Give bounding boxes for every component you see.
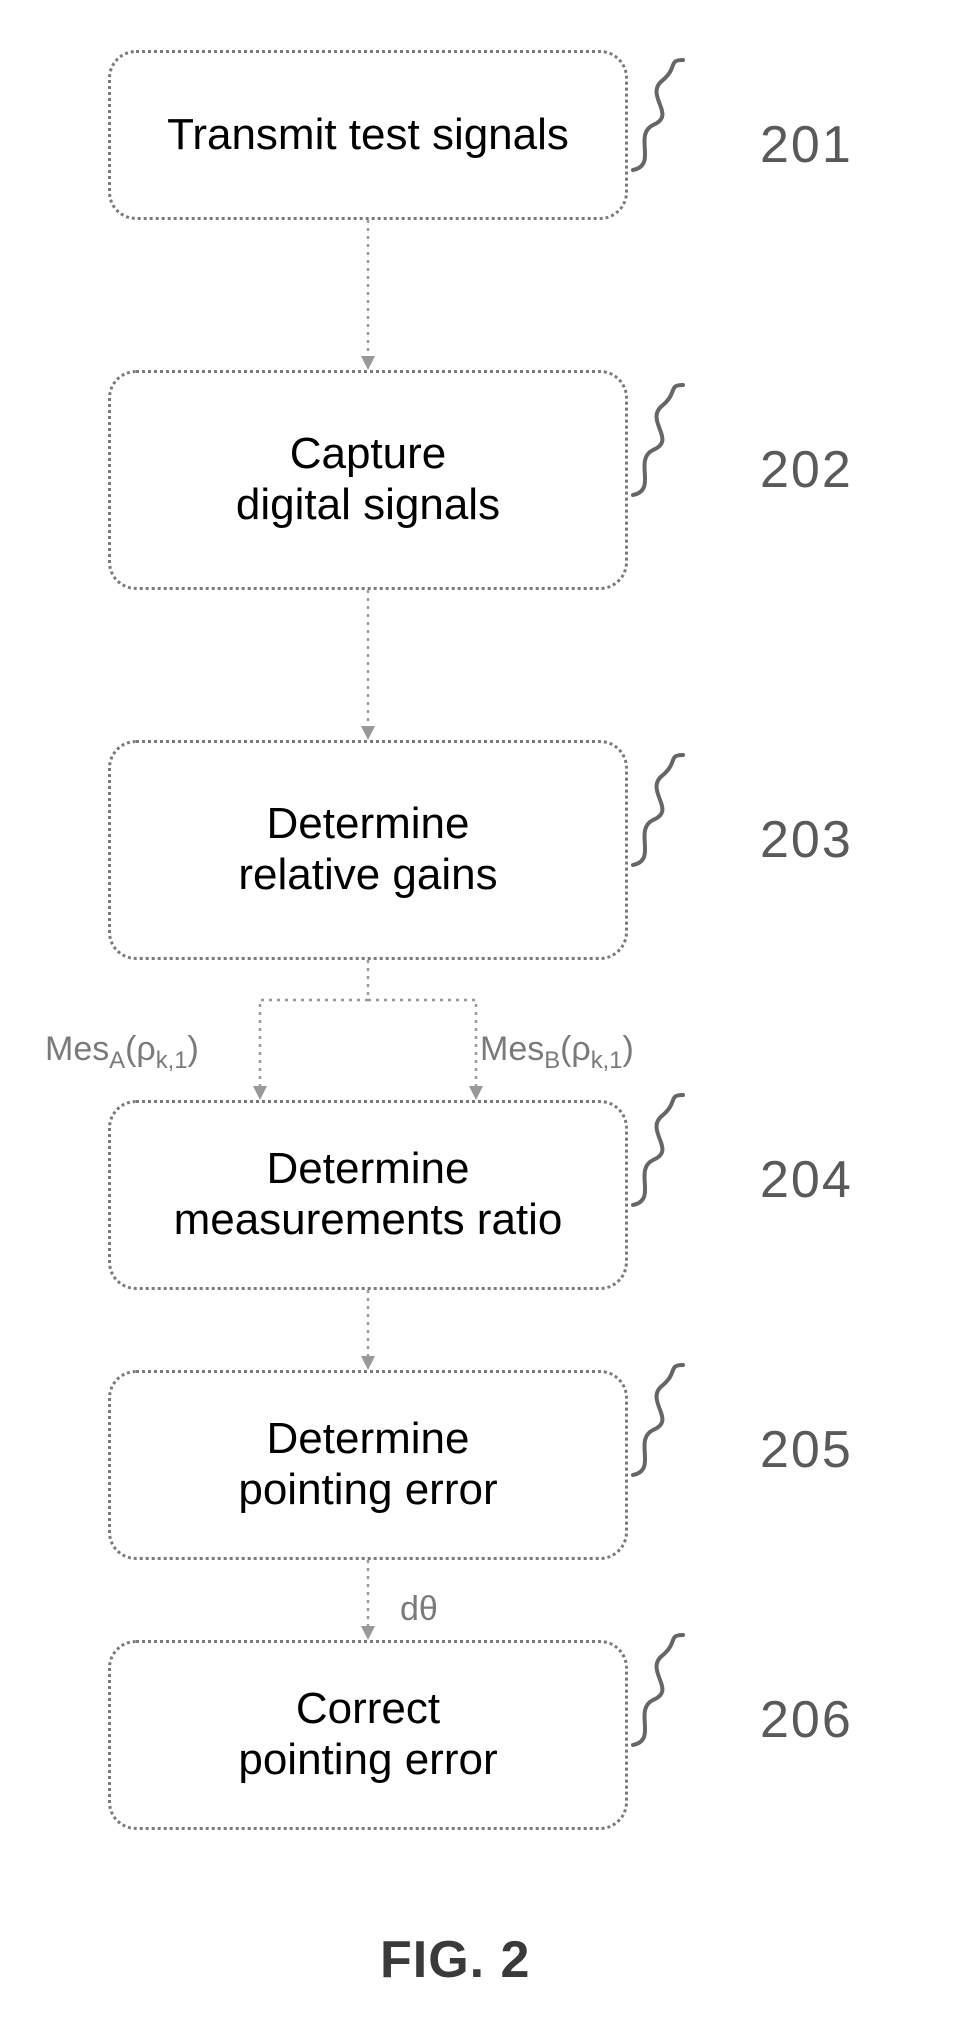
edge-annotation: MesA(ρk,1) <box>45 1030 199 1075</box>
ref-squiggle <box>623 1090 693 1210</box>
flow-arrow <box>348 1560 388 1642</box>
edge-annotation: dθ <box>400 1590 438 1629</box>
ref-number: 201 <box>760 115 853 175</box>
flow-node: Transmit test signals <box>108 50 628 220</box>
flow-node: Determinemeasurements ratio <box>108 1100 628 1290</box>
ref-number: 204 <box>760 1150 853 1210</box>
ref-number: 202 <box>760 440 853 500</box>
ref-number: 203 <box>760 810 853 870</box>
ref-number: 205 <box>760 1420 853 1480</box>
flow-node-label: Determinepointing error <box>238 1414 497 1515</box>
ref-number: 206 <box>760 1690 853 1750</box>
ref-squiggle <box>623 750 693 870</box>
flow-node: Capturedigital signals <box>108 370 628 590</box>
flow-node: Correctpointing error <box>108 1640 628 1830</box>
flowchart-canvas: Transmit test signals 201 Capturedigital s… <box>0 0 974 2029</box>
flow-arrow <box>348 590 388 742</box>
edge-annotation: MesB(ρk,1) <box>480 1030 634 1075</box>
flow-arrow <box>348 1290 388 1372</box>
flow-node-label: Transmit test signals <box>167 110 569 161</box>
flow-arrow <box>348 220 388 372</box>
ref-squiggle <box>623 1630 693 1750</box>
flow-node-label: Determinemeasurements ratio <box>174 1144 563 1245</box>
flow-arrow <box>240 960 496 1102</box>
ref-squiggle <box>623 1360 693 1480</box>
ref-squiggle <box>623 55 693 175</box>
flow-node: Determinerelative gains <box>108 740 628 960</box>
flow-node-label: Capturedigital signals <box>236 429 500 530</box>
ref-squiggle <box>623 380 693 500</box>
flow-node-label: Correctpointing error <box>238 1684 497 1785</box>
flow-node-label: Determinerelative gains <box>238 799 497 900</box>
flow-node: Determinepointing error <box>108 1370 628 1560</box>
figure-caption: FIG. 2 <box>380 1930 530 1990</box>
